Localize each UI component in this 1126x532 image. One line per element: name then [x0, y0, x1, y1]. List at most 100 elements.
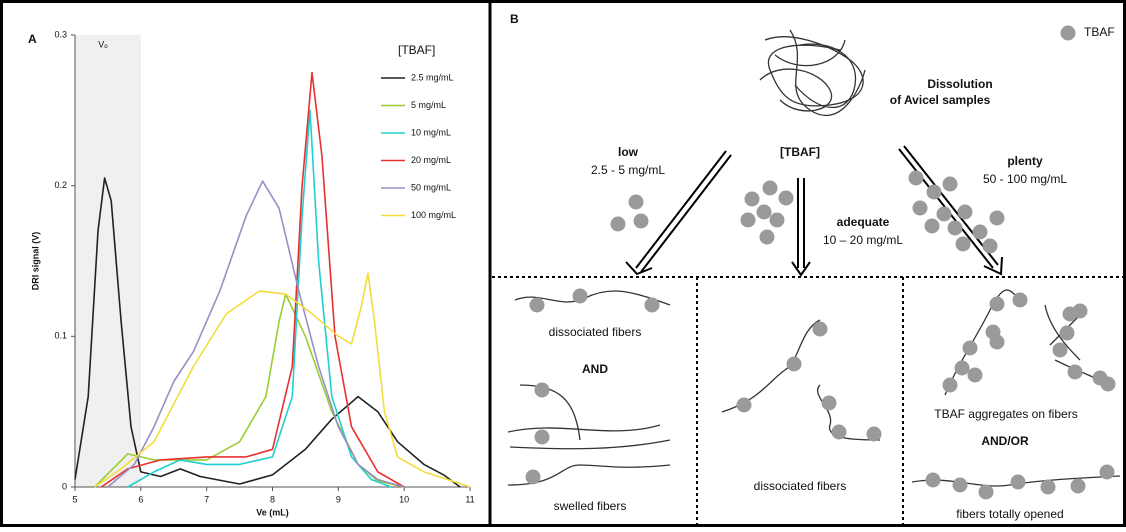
- tbaf-particle: [1072, 303, 1088, 319]
- y-tick-label: 0.1: [54, 331, 67, 341]
- caption: dissociated fibers: [549, 325, 642, 339]
- tbaf-particle: [778, 190, 794, 206]
- tbaf-particle: [759, 229, 775, 245]
- tbaf-particle: [525, 469, 541, 485]
- y-tick-label: 0.3: [54, 29, 67, 39]
- legend-label: 50 mg/mL: [411, 182, 451, 192]
- tbaf-particle: [952, 477, 968, 493]
- tbaf-particle: [736, 397, 752, 413]
- tbaf-particle: [954, 360, 970, 376]
- tbaf-particle: [982, 238, 998, 254]
- caption: TBAF aggregates on fibers: [934, 407, 1077, 421]
- fiber: [507, 384, 671, 486]
- tbaf-particle: [1070, 478, 1086, 494]
- label: 10 – 20 mg/mL: [823, 233, 903, 247]
- arrows: [625, 145, 1003, 277]
- legend-label: 10 mg/mL: [411, 127, 451, 137]
- label: of Avicel samples: [890, 93, 991, 107]
- tbaf-particle: [908, 170, 924, 186]
- tbaf-particle: [831, 424, 847, 440]
- panel-label: B: [510, 12, 519, 26]
- region-label: Vₒ: [98, 39, 108, 49]
- x-tick-label: 6: [138, 494, 143, 504]
- tbaf-particle: [972, 224, 988, 240]
- tbaf-particle: [912, 200, 928, 216]
- tbaf-particle: [1012, 292, 1028, 308]
- tbaf-particle: [628, 194, 644, 210]
- label: 2.5 - 5 mg/mL: [591, 163, 665, 177]
- tbaf-particle: [1099, 464, 1115, 480]
- tbaf-particle: [967, 367, 983, 383]
- legend-label: 5 mg/mL: [411, 100, 446, 110]
- series-line: [107, 180, 405, 488]
- fiber: [721, 319, 881, 441]
- caption: AND: [582, 362, 608, 376]
- caption: AND/OR: [981, 434, 1029, 448]
- label: Dissolution: [927, 77, 992, 91]
- tbaf-particle: [978, 484, 994, 500]
- tbaf-particle: [924, 218, 940, 234]
- tbaf-particle: [925, 472, 941, 488]
- tbaf-particle: [866, 426, 882, 442]
- tbaf-particle: [947, 220, 963, 236]
- tbaf-particle: [1100, 376, 1116, 392]
- tbaf-particle: [936, 206, 952, 222]
- tbaf-particle: [534, 429, 550, 445]
- tbaf-particle: [942, 176, 958, 192]
- tbaf-particle: [744, 191, 760, 207]
- legend-label: TBAF: [1084, 25, 1115, 39]
- series-line: [94, 272, 471, 488]
- caption: dissociated fibers: [754, 479, 847, 493]
- series-line: [100, 71, 405, 488]
- label: low: [618, 145, 639, 159]
- tbaf-particle: [762, 180, 778, 196]
- diagram-panel: B TBAF Dissolution of Avicel samples [TB…: [492, 12, 1126, 527]
- caption: swelled fibers: [554, 499, 627, 513]
- tbaf-particle: [1067, 364, 1083, 380]
- fiber: [911, 475, 1121, 487]
- tbaf-particle: [529, 297, 545, 313]
- x-tick-label: 7: [204, 494, 209, 504]
- tbaf-particle: [786, 356, 802, 372]
- tbaf-particle: [633, 213, 649, 229]
- tbaf-particle: [812, 321, 828, 337]
- tbaf-particle: [534, 382, 550, 398]
- label: [TBAF]: [780, 145, 820, 159]
- tbaf-particle: [644, 297, 660, 313]
- tbaf-particle: [740, 212, 756, 228]
- tbaf-particle: [756, 204, 772, 220]
- tbaf-particle: [1060, 25, 1076, 41]
- tbaf-particle: [1059, 325, 1075, 341]
- y-axis-label: DRI signal (V): [30, 232, 40, 291]
- tangled-cellulose: [759, 29, 866, 117]
- tbaf-particle: [955, 236, 971, 252]
- tbaf-particle: [1052, 342, 1068, 358]
- tbaf-particle: [1040, 479, 1056, 495]
- caption: fibers totally opened: [956, 507, 1063, 521]
- y-tick-label: 0: [62, 481, 67, 491]
- tbaf-particle: [957, 204, 973, 220]
- legend-label: 2.5 mg/mL: [411, 72, 454, 82]
- x-tick-label: 9: [336, 494, 341, 504]
- x-axis-label: Ve (mL): [256, 507, 289, 517]
- label: 50 - 100 mg/mL: [983, 172, 1067, 186]
- chart-panel: Vₒ 0 0.1 0.2 0.3 5 6 7 8 9 10 11 Ve (mL) DRI signal (…: [28, 29, 475, 517]
- tbaf-particle: [769, 212, 785, 228]
- tbaf-particle: [926, 184, 942, 200]
- tbaf-particle: [989, 296, 1005, 312]
- y-tick-label: 0.2: [54, 180, 67, 190]
- legend-label: 100 mg/mL: [411, 210, 456, 220]
- tbaf-particle: [821, 395, 837, 411]
- tbaf-particle: [942, 377, 958, 393]
- x-tick-label: 8: [270, 494, 275, 504]
- x-tick-label: 5: [72, 494, 77, 504]
- legend-title: [TBAF]: [398, 43, 435, 57]
- series-line: [127, 109, 392, 488]
- x-tick-label: 11: [465, 494, 474, 504]
- tbaf-particle: [1010, 474, 1026, 490]
- x-tick-label: 10: [399, 494, 409, 504]
- label: adequate: [837, 215, 890, 229]
- tbaf-particle: [989, 210, 1005, 226]
